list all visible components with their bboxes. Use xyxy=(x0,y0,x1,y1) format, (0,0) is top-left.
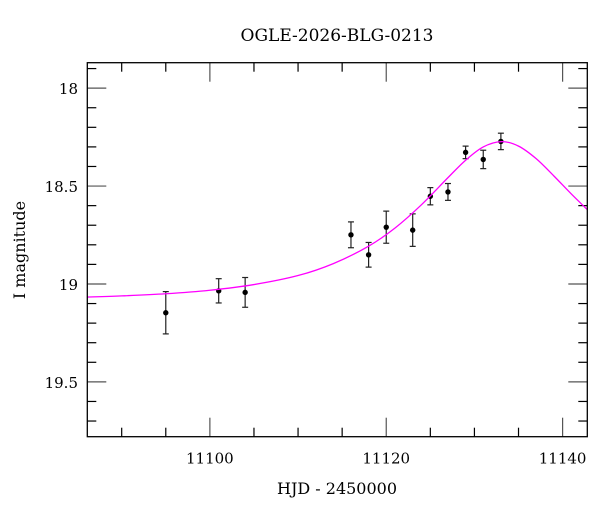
y-tick-label: 19.5 xyxy=(45,374,78,392)
data-marker xyxy=(383,224,389,230)
y-tick-label: 19 xyxy=(59,276,78,294)
data-point xyxy=(462,145,469,160)
model-curve xyxy=(87,140,588,298)
x-tick-label: 11120 xyxy=(362,450,410,468)
data-point xyxy=(215,278,222,304)
data-marker xyxy=(445,189,451,195)
data-marker xyxy=(365,252,372,258)
data-marker xyxy=(409,227,416,233)
data-marker xyxy=(242,289,248,296)
data-point xyxy=(162,291,169,335)
data-marker xyxy=(348,232,354,238)
data-marker xyxy=(163,310,169,316)
data-marker xyxy=(480,156,486,163)
chart-title: OGLE-2026-BLG-0213 xyxy=(241,26,434,46)
data-point xyxy=(383,210,390,244)
plot-area xyxy=(87,132,588,335)
tick-labels: 11100 11120 11140 18 18.5 19 19.5 xyxy=(45,80,587,468)
x-axis-label: HJD - 2450000 xyxy=(277,479,397,498)
data-marker xyxy=(462,149,469,156)
y-tick-label: 18.5 xyxy=(45,178,78,196)
data-point xyxy=(444,182,451,201)
data-point xyxy=(409,213,416,247)
plot-frame xyxy=(86,62,588,438)
x-tick-label: 11100 xyxy=(186,450,234,468)
data-point xyxy=(242,276,249,308)
data-point xyxy=(480,149,487,170)
y-axis-label: I magnitude xyxy=(10,201,29,299)
y-tick-label: 18 xyxy=(59,80,78,98)
axis-ticks xyxy=(87,62,588,437)
x-tick-label: 11140 xyxy=(539,450,587,468)
data-point xyxy=(347,221,354,249)
